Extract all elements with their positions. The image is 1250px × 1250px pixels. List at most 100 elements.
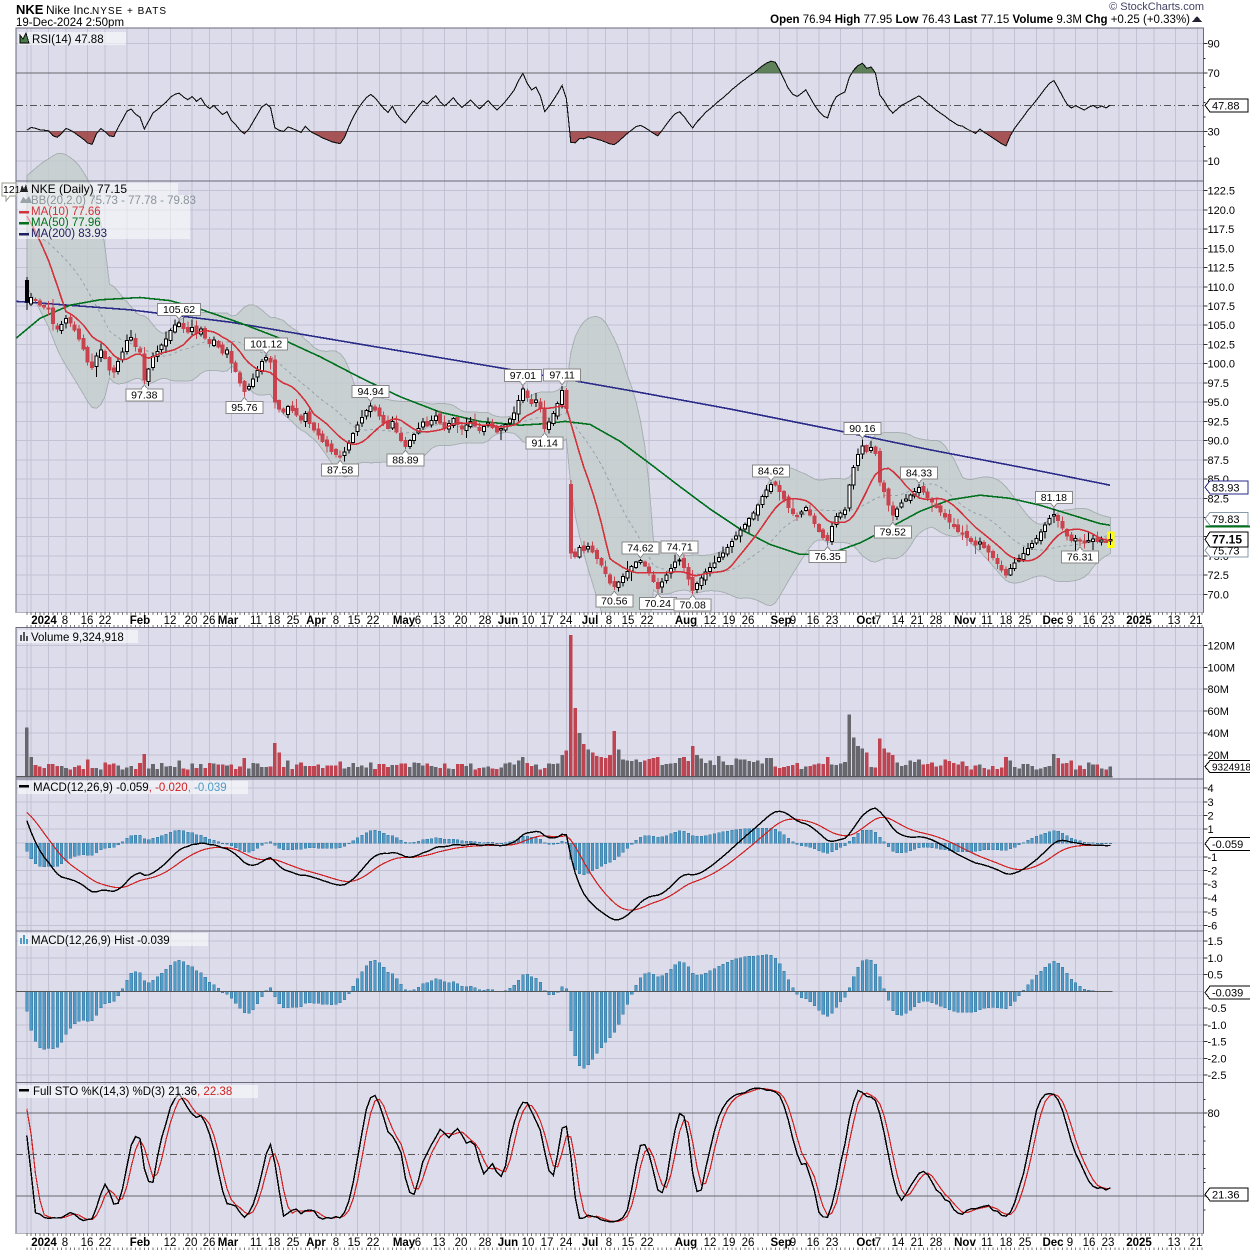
svg-text:Volume 9,324,918: Volume 9,324,918 — [31, 632, 124, 644]
svg-text:Sep: Sep — [770, 1237, 791, 1249]
svg-text:79.52: 79.52 — [880, 527, 906, 539]
svg-text:11: 11 — [250, 615, 262, 627]
svg-text:16: 16 — [1083, 1237, 1096, 1249]
svg-text:21: 21 — [911, 615, 924, 627]
svg-text:18: 18 — [1000, 615, 1013, 627]
svg-text:76.31: 76.31 — [1067, 551, 1093, 563]
svg-text:82.5: 82.5 — [1208, 493, 1229, 505]
svg-text:88.89: 88.89 — [392, 455, 418, 467]
svg-text:19: 19 — [723, 615, 736, 627]
svg-text:122.5: 122.5 — [1208, 186, 1236, 198]
svg-text:97.01: 97.01 — [510, 370, 536, 382]
svg-text:70.24: 70.24 — [645, 598, 671, 610]
svg-text:74.62: 74.62 — [627, 542, 653, 554]
svg-text:28: 28 — [930, 615, 943, 627]
svg-text:77.15: 77.15 — [1212, 532, 1242, 546]
svg-text:95.76: 95.76 — [231, 402, 257, 414]
svg-text:97.11: 97.11 — [549, 369, 575, 381]
svg-text:2025: 2025 — [1126, 615, 1152, 627]
svg-text:28: 28 — [479, 1237, 492, 1249]
svg-text:-1.0: -1.0 — [1208, 1020, 1227, 1032]
svg-text:Apr: Apr — [306, 1237, 326, 1249]
svg-text:13: 13 — [1168, 1237, 1181, 1249]
svg-text:-2.5: -2.5 — [1208, 1070, 1227, 1082]
svg-text:-5: -5 — [1208, 907, 1218, 919]
svg-text:120M: 120M — [1208, 641, 1236, 653]
svg-text:81.18: 81.18 — [1041, 492, 1067, 504]
svg-text:17: 17 — [541, 615, 554, 627]
svg-text:25: 25 — [287, 615, 300, 627]
svg-text:80M: 80M — [1208, 684, 1229, 696]
svg-text:19-Dec-2024 2:50pm: 19-Dec-2024 2:50pm — [16, 17, 124, 29]
svg-text:9: 9 — [790, 615, 796, 627]
svg-text:40M: 40M — [1208, 728, 1229, 740]
svg-text:Jun: Jun — [498, 1237, 518, 1249]
svg-text:Aug: Aug — [675, 615, 697, 627]
svg-text:80: 80 — [1208, 1108, 1220, 1120]
svg-text:Sep: Sep — [770, 615, 791, 627]
svg-text:120.0: 120.0 — [1208, 205, 1236, 217]
svg-text:112.5: 112.5 — [1208, 263, 1235, 275]
svg-text:107.5: 107.5 — [1208, 301, 1236, 313]
svg-text:84.33: 84.33 — [906, 468, 932, 480]
svg-text:60M: 60M — [1208, 706, 1229, 718]
svg-text:20: 20 — [185, 615, 198, 627]
svg-text:-0.039: -0.039 — [1212, 988, 1243, 1000]
svg-text:100M: 100M — [1208, 662, 1236, 674]
svg-text:26: 26 — [203, 1237, 216, 1249]
svg-text:18: 18 — [1000, 1237, 1013, 1249]
svg-text:NKE (Daily) 77.15: NKE (Daily) 77.15 — [31, 182, 127, 196]
svg-text:1.0: 1.0 — [1208, 953, 1223, 965]
svg-text:23: 23 — [826, 615, 839, 627]
svg-text:8: 8 — [333, 1237, 339, 1249]
svg-text:79.83: 79.83 — [1212, 514, 1240, 526]
svg-text:Jun: Jun — [498, 615, 518, 627]
svg-text:15: 15 — [622, 1237, 635, 1249]
svg-text:NYSE + BATS: NYSE + BATS — [92, 6, 167, 17]
svg-text:74.71: 74.71 — [666, 542, 692, 554]
svg-text:7: 7 — [875, 615, 881, 627]
svg-text:1: 1 — [1208, 824, 1214, 836]
svg-text:70.08: 70.08 — [680, 599, 706, 611]
svg-text:3: 3 — [1208, 797, 1214, 809]
svg-text:22: 22 — [367, 615, 380, 627]
svg-text:Nov: Nov — [954, 1237, 976, 1249]
svg-text:17: 17 — [541, 1237, 554, 1249]
svg-text:MA(10) 77.66: MA(10) 77.66 — [31, 206, 101, 218]
svg-text:2024: 2024 — [31, 1237, 57, 1249]
svg-text:25: 25 — [287, 1237, 300, 1249]
svg-text:15: 15 — [348, 1237, 361, 1249]
svg-text:22: 22 — [641, 1237, 654, 1249]
svg-text:87.5: 87.5 — [1208, 455, 1229, 467]
svg-text:RSI(14) 47.88: RSI(14) 47.88 — [32, 34, 104, 46]
svg-text:9: 9 — [1067, 615, 1073, 627]
svg-text:13: 13 — [433, 615, 446, 627]
svg-text:May: May — [393, 1237, 416, 1249]
svg-text:NKE: NKE — [16, 2, 44, 17]
svg-text:Dec: Dec — [1042, 1237, 1064, 1249]
svg-text:26: 26 — [742, 615, 755, 627]
svg-text:76.35: 76.35 — [814, 551, 840, 563]
svg-text:97.38: 97.38 — [131, 389, 157, 401]
svg-text:11: 11 — [981, 1237, 993, 1249]
svg-text:105.0: 105.0 — [1208, 320, 1236, 332]
svg-text:19: 19 — [723, 1237, 736, 1249]
svg-text:94.94: 94.94 — [357, 386, 383, 398]
svg-text:28: 28 — [930, 1237, 943, 1249]
svg-text:© StockCharts.com: © StockCharts.com — [1109, 1, 1204, 13]
svg-text:2: 2 — [1208, 811, 1214, 823]
svg-text:9324918: 9324918 — [1212, 763, 1250, 774]
svg-text:25: 25 — [1019, 1237, 1032, 1249]
svg-text:90.16: 90.16 — [849, 423, 875, 435]
svg-text:90: 90 — [1208, 39, 1220, 51]
svg-text:8: 8 — [62, 1237, 68, 1249]
svg-text:Jul: Jul — [582, 1237, 599, 1249]
svg-text:12: 12 — [704, 615, 717, 627]
svg-text:22: 22 — [367, 1237, 380, 1249]
svg-text:28: 28 — [479, 615, 492, 627]
svg-text:-0.059: -0.059 — [1212, 839, 1243, 851]
svg-text:90.0: 90.0 — [1208, 436, 1229, 448]
svg-text:26: 26 — [203, 615, 216, 627]
svg-text:-3: -3 — [1208, 879, 1218, 891]
svg-text:Nike Inc.: Nike Inc. — [46, 3, 93, 17]
